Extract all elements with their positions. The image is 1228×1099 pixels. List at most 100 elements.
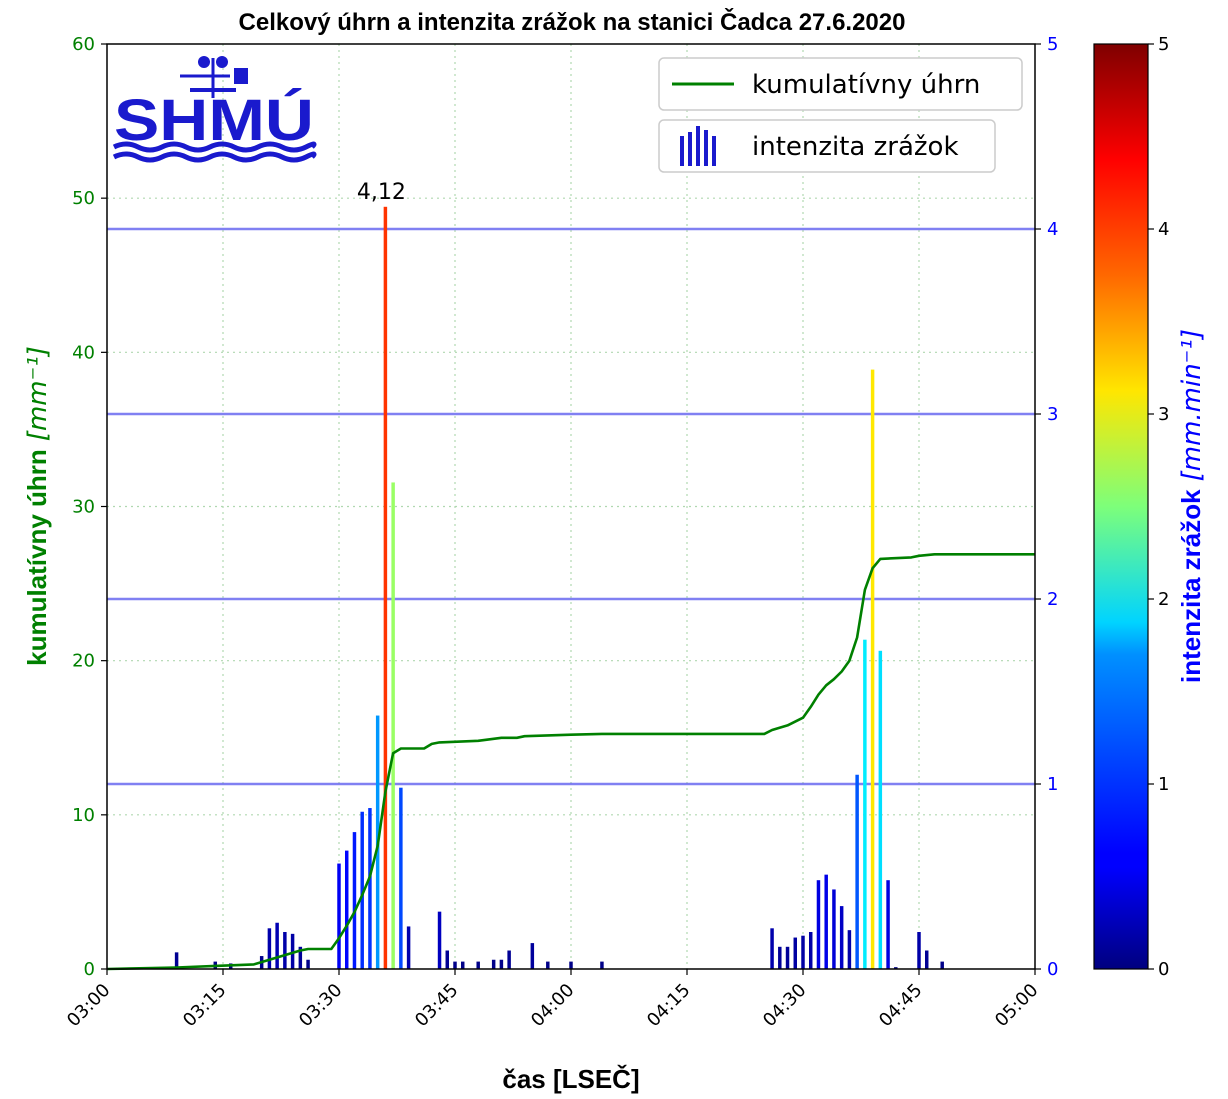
right-tick-label: 0	[1047, 959, 1058, 980]
x-tick-label: 04:15	[643, 980, 695, 1032]
right-tick-label: 1	[1047, 774, 1058, 795]
intensity-bar	[816, 880, 821, 969]
intensity-bar	[174, 952, 179, 969]
intensity-bar	[924, 950, 929, 969]
x-tick-label: 05:00	[991, 980, 1043, 1032]
right-tick-label: 2	[1047, 589, 1058, 610]
x-tick-label: 03:15	[179, 980, 231, 1032]
intensity-bar	[399, 787, 403, 969]
right-tick-label: 3	[1047, 404, 1058, 425]
intensity-bar	[847, 930, 852, 969]
intensity-bar	[839, 906, 844, 969]
y-axis-right-label: intenzita zrážok [mm.min⁻¹]	[1176, 329, 1207, 683]
intensity-bar	[283, 932, 287, 969]
intensity-bar	[306, 959, 310, 969]
intensity-bar	[855, 774, 859, 969]
x-axis-ticks: 03:00 03:15 03:30 03:45 04:00 04:15 04:30 04:45…	[63, 969, 1043, 1031]
left-tick-label: 60	[72, 34, 95, 55]
x-tick-label: 03:00	[63, 980, 115, 1032]
intensity-bar	[778, 946, 782, 969]
x-axis-label: čas [LSEČ]	[502, 1064, 639, 1094]
intensity-bar	[337, 863, 341, 969]
intensity-bar	[344, 850, 349, 969]
left-tick-label: 50	[72, 188, 95, 209]
legend-label-cumulative: kumulatívny úhrn	[752, 70, 980, 100]
x-tick-label: 03:30	[295, 980, 347, 1032]
chart-title: Celkový úhrn a intenzita zrážok na stani…	[239, 8, 906, 36]
intensity-bar	[546, 961, 550, 969]
x-tick-label: 04:30	[759, 980, 811, 1032]
intensity-bar	[445, 950, 450, 969]
peak-annotation: 4,12	[357, 180, 406, 205]
intensity-bar	[917, 932, 921, 969]
intensity-bar	[569, 961, 573, 969]
right-axis-ticks: 0 1 2 3 4 5	[1035, 34, 1058, 980]
intensity-bar	[406, 926, 411, 969]
intensity-bar	[460, 961, 465, 969]
legend-box-cumulative	[658, 57, 1023, 111]
legend-bar-swatch-4	[704, 130, 708, 166]
colorbar-tick-label: 2	[1158, 589, 1169, 610]
intensity-bar	[476, 961, 480, 969]
intensity-bar	[886, 880, 890, 969]
intensity-bar	[832, 889, 836, 969]
y-axis-right-unit: [mm.min⁻¹]	[1177, 329, 1207, 481]
colorbar-tick-label: 5	[1158, 34, 1169, 55]
intensity-bar	[878, 650, 883, 969]
intensity-bar	[267, 928, 272, 969]
legend-bar-swatch-1	[680, 136, 684, 166]
intensity-bar	[437, 911, 442, 969]
intensity-bar	[453, 961, 457, 969]
intensity-bar	[793, 937, 798, 969]
x-tick-label: 03:45	[411, 980, 463, 1032]
x-tick-label: 04:45	[875, 980, 927, 1032]
intensity-bar	[940, 961, 944, 969]
legend-bar-swatch-2	[688, 132, 692, 166]
intensity-bar	[499, 959, 504, 969]
y-axis-left-label-text: kumulatívny úhrn	[22, 449, 52, 666]
colorbar-tick-label: 0	[1158, 959, 1169, 980]
intensity-bar	[530, 943, 535, 969]
y-axis-left-label: kumulatívny úhrn [mm⁻¹]	[22, 346, 53, 666]
intensity-bar	[801, 935, 805, 969]
left-tick-label: 0	[84, 959, 95, 980]
intensity-bar	[360, 811, 364, 969]
intensity-bar	[870, 369, 875, 970]
legend-label-intensity: intenzita zrážok	[752, 132, 959, 162]
colorbar-ticks: 0 1 2 3 4 5	[1148, 34, 1169, 980]
intensity-bar	[863, 639, 867, 969]
intensity-bar	[770, 928, 774, 969]
right-tick-label: 4	[1047, 219, 1058, 240]
intensity-bar	[824, 874, 828, 969]
intensity-bar	[507, 950, 511, 969]
intensity-bar	[290, 933, 295, 969]
cumulative-line	[106, 553, 1035, 971]
colorbar	[1093, 43, 1149, 970]
anemometer-icon	[180, 56, 248, 98]
colorbar-tick-label: 3	[1158, 404, 1169, 425]
intensity-bars	[174, 206, 944, 970]
intensity-bar	[391, 482, 395, 969]
intensity-bar	[491, 959, 496, 969]
right-tick-label: 5	[1047, 34, 1058, 55]
intensity-bar	[600, 961, 604, 969]
intensity-bar	[298, 946, 303, 969]
left-tick-label: 10	[72, 805, 95, 826]
intensity-bar	[785, 946, 790, 969]
shmu-logo-text: SHMÚ	[114, 88, 314, 153]
intensity-bar	[808, 932, 813, 969]
x-tick-label: 04:00	[527, 980, 579, 1032]
legend-bar-swatch-5	[712, 136, 716, 166]
cumulative-line-layer	[106, 553, 1035, 971]
grid-layer	[107, 44, 1035, 969]
intensity-bar	[368, 808, 372, 969]
intensity-bar	[383, 206, 388, 970]
legend-bar-swatch-3	[696, 126, 700, 166]
left-tick-label: 20	[72, 651, 95, 672]
intensity-bar	[352, 832, 357, 969]
left-axis-ticks: 0 10 20 30 40 50 60	[72, 34, 107, 980]
left-tick-label: 30	[72, 497, 95, 518]
colorbar-tick-label: 4	[1158, 219, 1169, 240]
left-tick-label: 40	[72, 342, 95, 363]
